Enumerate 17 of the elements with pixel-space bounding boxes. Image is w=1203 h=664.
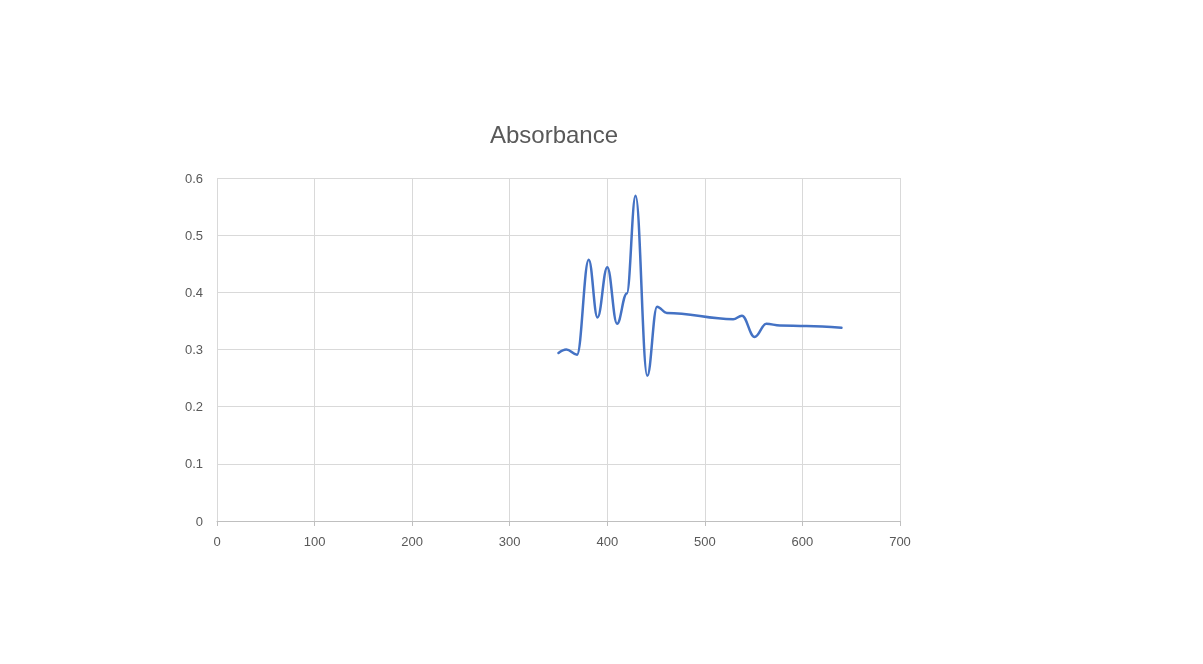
x-tick-label: 200 [401, 534, 423, 549]
y-tick-label: 0.4 [184, 284, 203, 300]
y-tick-label: 0.1 [184, 456, 203, 472]
y-tick-label: 0.5 [184, 227, 203, 243]
x-tick-label: 500 [694, 534, 716, 549]
y-tick-label: 0.3 [184, 342, 203, 357]
x-tick-label: 0 [213, 534, 221, 549]
y-tick-label: 0 [195, 513, 203, 529]
x-tick-label: 300 [498, 534, 521, 549]
line-series [557, 194, 843, 378]
y-tick-label: 0.2 [184, 399, 203, 415]
x-tick-label: 100 [303, 534, 326, 549]
chart-title: Absorbance [489, 120, 619, 148]
x-tick-label: 400 [596, 534, 619, 549]
y-tick-label: 0.6 [184, 170, 203, 186]
x-tick-label: 600 [791, 534, 814, 549]
x-tick-label: 700 [889, 534, 911, 549]
